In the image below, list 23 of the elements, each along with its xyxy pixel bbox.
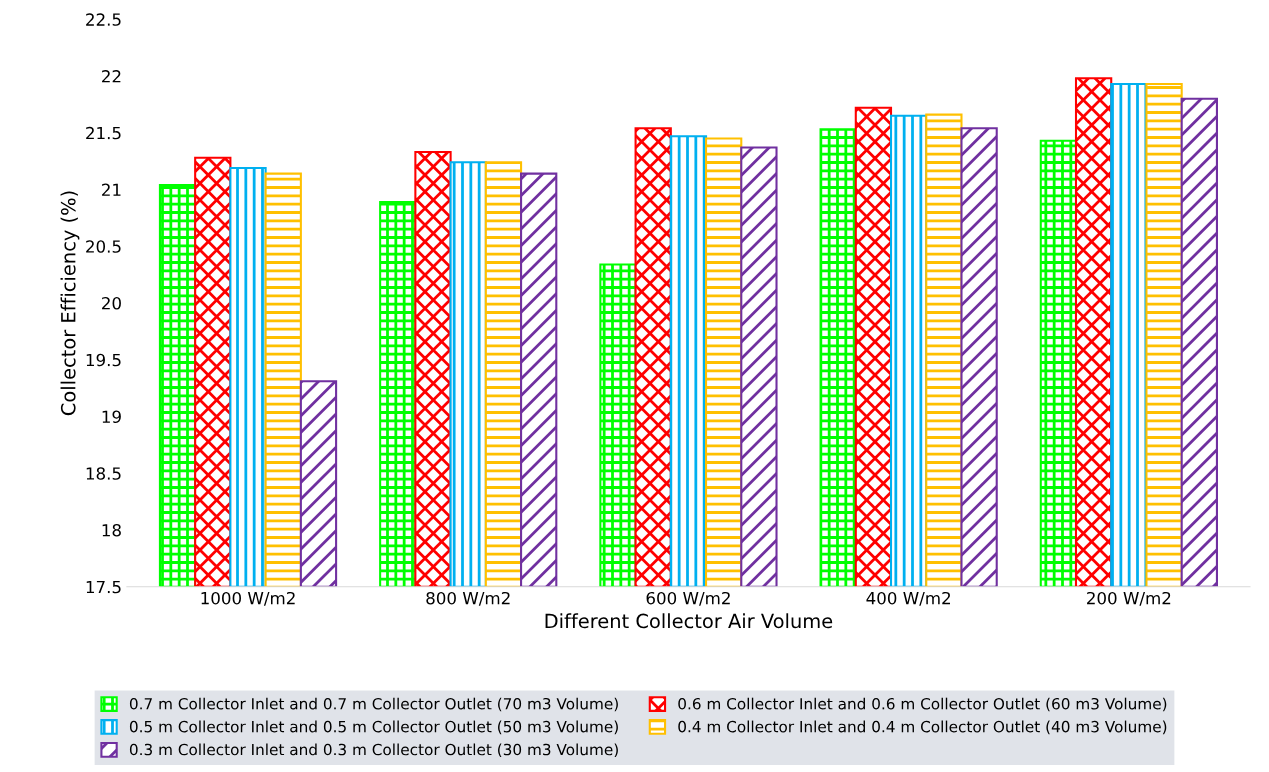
- legend-label: 0.6 m Collector Inlet and 0.6 m Collector Outlet (60 m3 Volume): [678, 697, 1167, 712]
- y-tick-label: 20: [102, 296, 121, 310]
- x-tick-label: 200 W/m2: [1087, 591, 1171, 606]
- x-tick-label: 1000 W/m2: [201, 591, 295, 606]
- legend-label: 0.5 m Collector Inlet and 0.5 m Collector Outlet (50 m3 Volume): [129, 720, 618, 735]
- y-tick-label: 19: [102, 410, 121, 424]
- x-tick-label: 400 W/m2: [866, 591, 950, 606]
- y-tick-label: 21.5: [86, 126, 121, 140]
- y-tick-label: 17.5: [86, 580, 121, 594]
- y-tick-label: 22: [102, 70, 121, 83]
- legend-label: 0.4 m Collector Inlet and 0.4 m Collector Outlet (40 m3 Volume): [678, 720, 1167, 735]
- y-tick-label: 19.5: [86, 353, 121, 367]
- y-axis-title: Collector Efficiency (%): [60, 191, 80, 416]
- y-tick-label: 22.5: [86, 13, 121, 26]
- x-tick-label: 800 W/m2: [426, 591, 510, 606]
- y-tick-label: 18.5: [86, 467, 121, 480]
- legend-label: 0.3 m Collector Inlet and 0.3 m Collector Outlet (30 m3 Volume): [129, 743, 618, 758]
- x-axis-title: Different Collector Air Volume: [545, 613, 833, 629]
- legend-label: 0.7 m Collector Inlet and 0.7 m Collector Outlet (70 m3 Volume): [129, 697, 618, 712]
- x-tick-label: 600 W/m2: [646, 591, 730, 606]
- y-tick-label: 21: [102, 183, 121, 196]
- y-tick-label: 18: [102, 523, 121, 537]
- y-tick-label: 20.5: [86, 240, 121, 253]
